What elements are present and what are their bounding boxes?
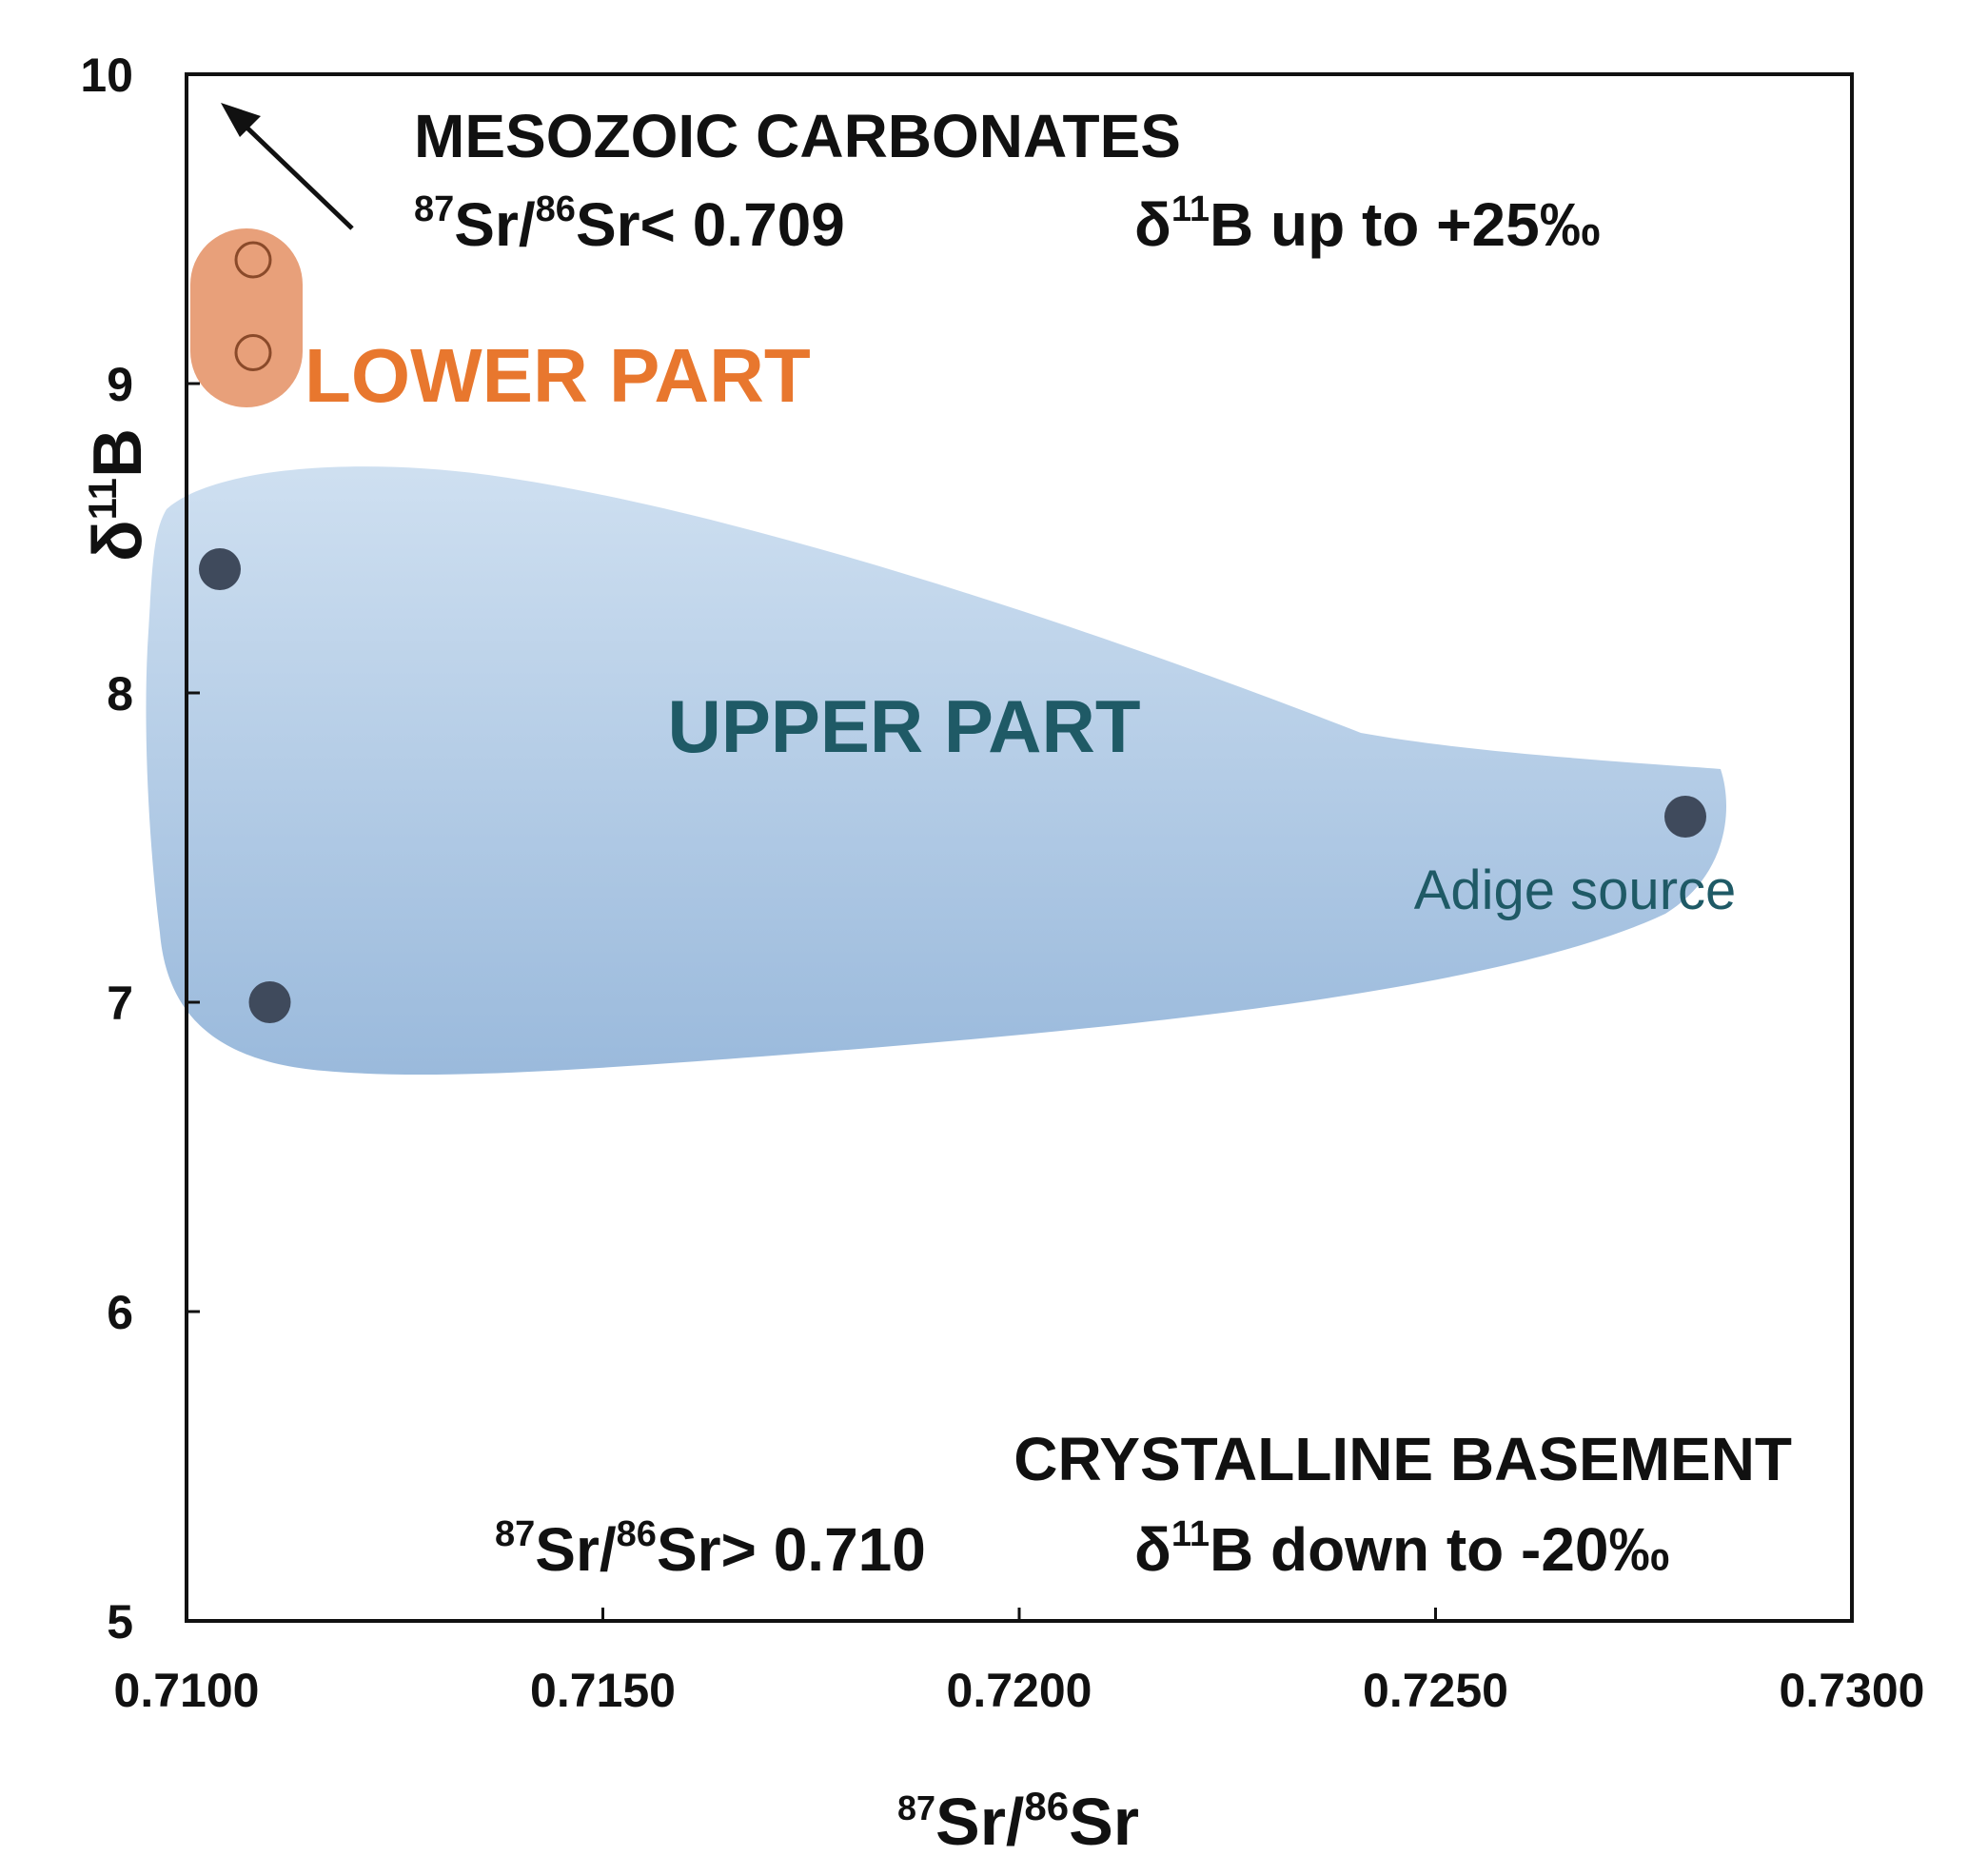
mesozoic-sr-ratio: 87Sr/86Sr< 0.709 — [414, 189, 845, 259]
crystalline-sr-ratio: 87Sr/86Sr> 0.710 — [495, 1514, 926, 1584]
mesozoic-boron: δ11B up to +25‰ — [1134, 189, 1601, 259]
arrow-up-left-icon — [221, 103, 354, 230]
x-tick-label: 0.7200 — [947, 1664, 1092, 1717]
y-tick-label: 9 — [107, 358, 133, 411]
x-tick-label: 0.7150 — [530, 1664, 676, 1717]
lower-part-point — [234, 334, 272, 371]
upper-part-point — [248, 981, 291, 1023]
y-tick-label: 5 — [107, 1595, 133, 1649]
y-tick-label: 10 — [80, 49, 133, 102]
crystalline-title: CRYSTALLINE BASEMENT — [1014, 1425, 1792, 1493]
x-tick-label: 0.7300 — [1780, 1664, 1925, 1717]
y-tick-label: 7 — [107, 977, 133, 1030]
crystalline-boron: δ11B down to -20‰ — [1134, 1514, 1670, 1584]
upper-part-label: UPPER PART — [668, 684, 1141, 768]
upper-part-region — [146, 466, 1727, 1076]
data-points — [199, 241, 1706, 1023]
x-tick-label: 0.7250 — [1363, 1664, 1508, 1717]
x-axis-title: 87Sr/86Sr — [897, 1784, 1139, 1859]
adige-source-label: Adige source — [1414, 859, 1737, 921]
lower-part-point — [234, 241, 272, 279]
y-axis-ticks: 5 6 7 8 9 10 — [80, 49, 200, 1649]
y-tick-label: 6 — [107, 1286, 133, 1339]
mesozoic-title: MESOZOIC CARBONATES — [414, 102, 1181, 170]
lower-part-region — [190, 228, 303, 407]
upper-part-point — [199, 548, 241, 590]
upper-part-point — [1664, 796, 1706, 838]
y-tick-label: 8 — [107, 667, 133, 721]
x-tick-label: 0.7100 — [114, 1664, 260, 1717]
lower-part-label: LOWER PART — [305, 333, 811, 418]
x-axis-ticks: 0.7100 0.7150 0.7200 0.7250 0.7300 — [114, 1608, 1925, 1717]
y-axis-title: δ11B — [80, 428, 156, 562]
